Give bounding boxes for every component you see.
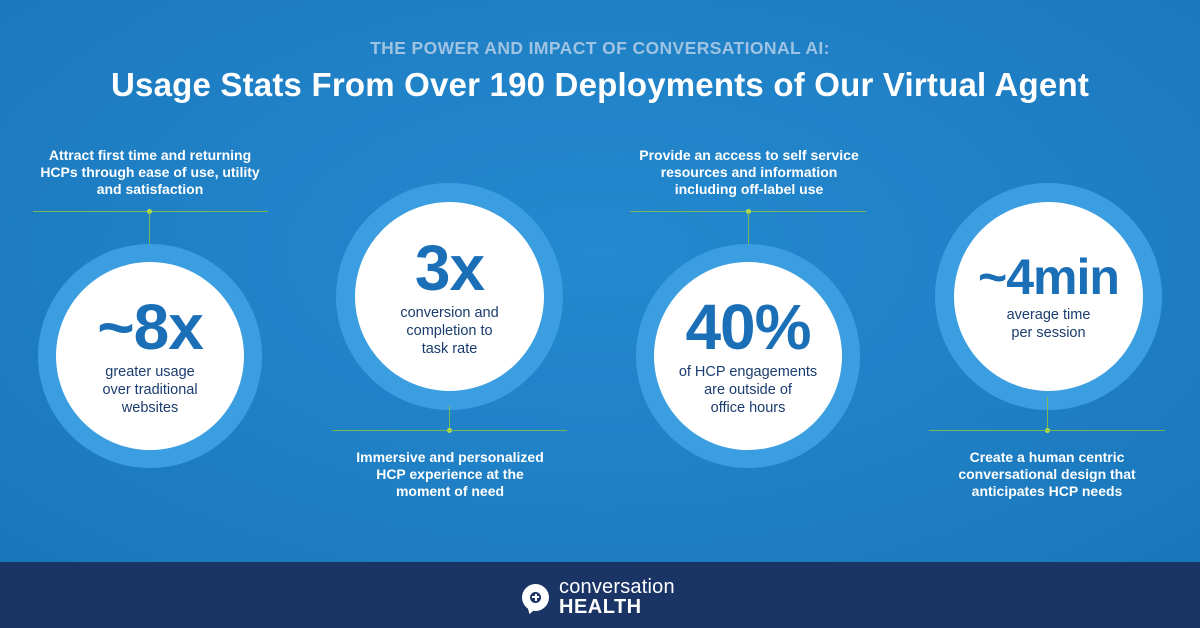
chat-bubble-plus-icon <box>522 583 549 611</box>
stat-4-connector <box>1047 397 1048 431</box>
stat-3-connector <box>748 211 749 249</box>
stat-1-disc: ~8x greater usage over traditional websi… <box>56 262 244 450</box>
stat-2-connector <box>449 406 450 431</box>
brand-logo[interactable]: conversation HEALTH <box>522 577 675 617</box>
stat-2-value: 3x <box>414 231 485 304</box>
footer-bar <box>0 562 1200 628</box>
stat-3-value: 40% <box>685 291 811 363</box>
logo-wordmark: conversation HEALTH <box>559 576 675 618</box>
stat-2-disc: 3x conversion and completion to task rat… <box>355 202 544 391</box>
stat-1-value: ~8x <box>97 291 204 363</box>
kicker-title: THE POWER AND IMPACT OF CONVERSATIONAL A… <box>370 38 830 58</box>
stat-4-divider <box>929 430 1165 431</box>
stat-2-divider <box>332 430 567 431</box>
stat-4-description: average time per session <box>1006 306 1091 341</box>
stat-4-caption: Create a human centric conversational de… <box>958 449 1136 499</box>
stat-1-caption: Attract first time and returning HCPs th… <box>40 147 260 197</box>
stat-4-disc: ~4min average time per session <box>954 202 1143 391</box>
stat-4-value: ~4min <box>978 248 1120 305</box>
stat-3-description: of HCP engagements are outside of office… <box>678 364 818 416</box>
headline: Usage Stats From Over 190 Deployments of… <box>110 66 1090 103</box>
stat-2-description: conversion and completion to task rate <box>400 304 499 357</box>
stat-2-caption: Immersive and personalized HCP experienc… <box>356 449 544 499</box>
stat-1-connector <box>149 211 150 249</box>
stat-3-disc: 40% of HCP engagements are outside of of… <box>654 262 842 450</box>
stat-3-caption: Provide an access to self service resour… <box>639 147 859 197</box>
stat-1-description: greater usage over traditional websites <box>102 364 198 416</box>
